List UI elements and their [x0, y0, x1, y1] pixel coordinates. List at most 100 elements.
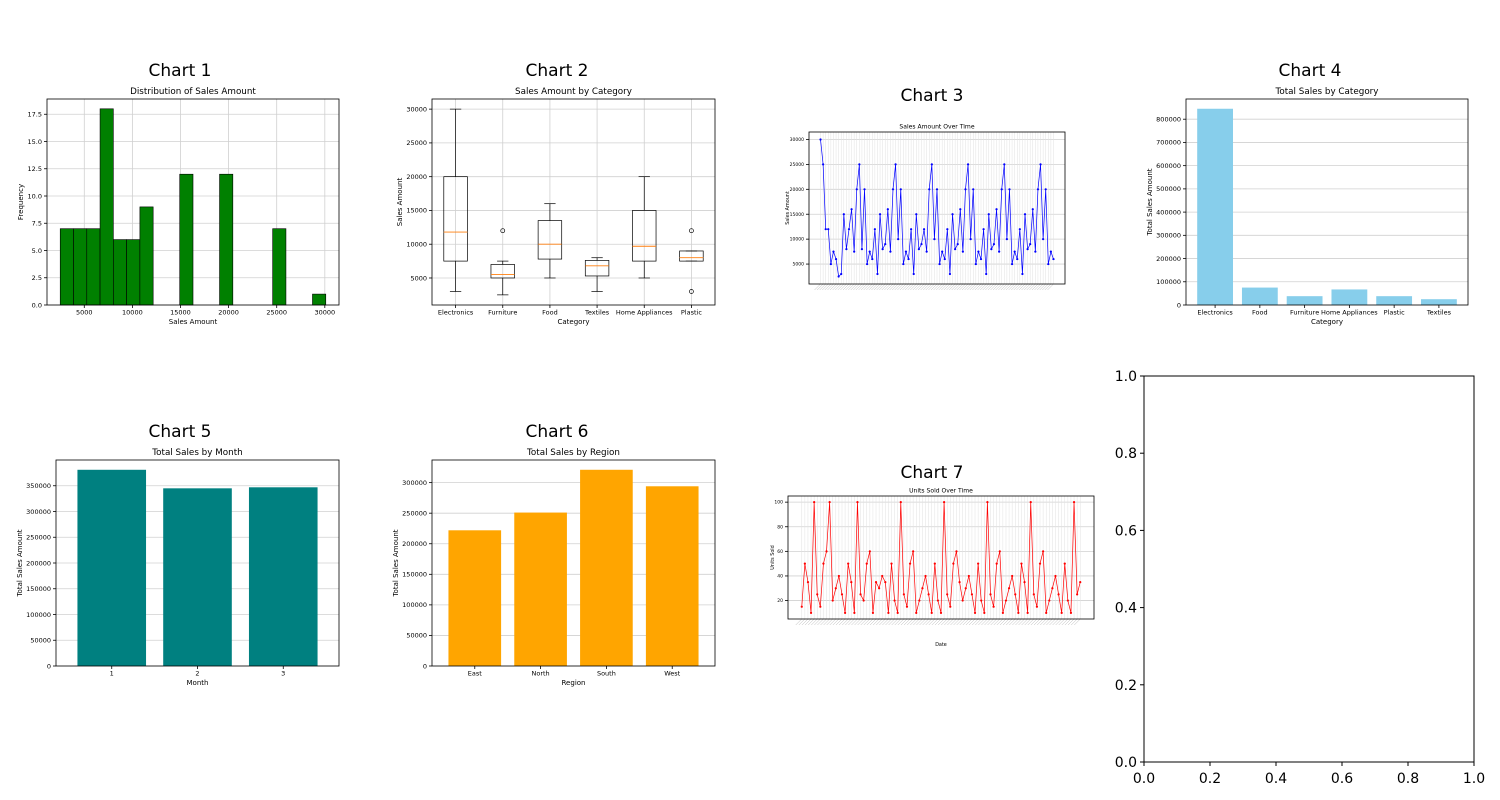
data-point — [1007, 587, 1011, 590]
data-point — [856, 501, 859, 504]
histogram-bar — [179, 173, 194, 306]
x-tick-label — [920, 283, 927, 291]
data-point — [881, 574, 884, 578]
chart-2-boxplot: 5000 10000 15000 20000 25000 30000 Sales Amoun… — [395, 87, 716, 326]
x-tick-label — [933, 283, 940, 291]
chart-5-bar-chart: 0 50000 100000 150000 200000 250000 300000 3500… — [15, 448, 340, 687]
data-point — [842, 213, 845, 216]
data-point — [918, 599, 921, 602]
data-point — [951, 213, 954, 216]
data-point — [983, 611, 986, 614]
data-point — [974, 262, 977, 266]
chart-2-heading: Chart 2 — [526, 61, 589, 81]
chart-1-histogram: 0.0 2.5 5.0 7.5 10.0 12.5 15.0 17.5 Distribution… — [16, 87, 340, 326]
x-tick-label — [873, 283, 881, 291]
x-tick-label — [1009, 618, 1016, 626]
data-point — [862, 599, 865, 602]
data-point — [989, 593, 992, 596]
data-point — [1076, 593, 1079, 596]
bar — [1421, 299, 1457, 305]
data-point — [819, 605, 822, 608]
data-point — [881, 248, 884, 251]
x-tick-label — [946, 283, 953, 291]
x-tick-label — [941, 283, 948, 291]
x-tick-label — [866, 283, 873, 291]
x-tick-label — [930, 283, 938, 291]
data-point — [884, 243, 887, 246]
x-tick-label: Plastic — [1384, 309, 1405, 317]
data-point — [868, 550, 871, 553]
data-point — [1042, 238, 1045, 241]
bar — [514, 512, 567, 666]
data-point — [847, 228, 851, 231]
x-axis-label: Category — [557, 317, 589, 326]
data-point — [1001, 611, 1004, 614]
data-point — [1026, 248, 1029, 251]
data-point — [1003, 163, 1006, 166]
x-tick-label — [1039, 283, 1046, 291]
box-body — [632, 210, 657, 262]
x-tick-label — [934, 618, 942, 626]
x-tick-label — [894, 618, 901, 626]
x-tick-label — [969, 283, 977, 291]
x-tick-label: West — [664, 670, 680, 678]
data-point — [806, 581, 810, 584]
data-point — [910, 228, 913, 231]
x-tick-label: 20000 — [218, 309, 239, 317]
x-tick-label: 2 — [195, 670, 199, 678]
y-tick-label: 50000 — [406, 632, 427, 640]
data-point — [927, 593, 930, 596]
data-point — [1044, 188, 1047, 191]
x-tick-label — [1029, 283, 1036, 291]
x-tick-label — [928, 618, 935, 626]
data-point — [1032, 593, 1035, 596]
x-tick-label — [1012, 618, 1019, 626]
data-point — [1063, 562, 1066, 565]
x-tick-label — [847, 283, 855, 291]
data-point — [1021, 272, 1024, 276]
data-point — [933, 562, 936, 565]
y-tick-label: 7.5 — [32, 220, 42, 228]
y-tick-label: 60 — [777, 549, 783, 555]
x-tick-label — [965, 618, 973, 626]
bar — [1376, 296, 1413, 305]
data-point — [902, 262, 905, 266]
x-tick-label: Home Appliances — [616, 309, 673, 317]
data-point — [891, 188, 895, 191]
x-tick-label — [872, 618, 880, 626]
x-tick-label — [1074, 618, 1081, 626]
x-tick-label — [961, 283, 969, 291]
x-tick-label: Textiles — [584, 309, 610, 317]
x-tick-label — [835, 283, 842, 291]
histogram-bar — [272, 228, 287, 306]
x-tick-label — [1061, 618, 1069, 626]
x-tick-label — [869, 618, 877, 626]
x-tick-label — [936, 283, 943, 291]
data-point — [822, 562, 825, 565]
data-point — [946, 593, 949, 596]
x-tick-label — [816, 283, 824, 291]
data-point — [831, 599, 834, 602]
x-tick-label — [995, 283, 1002, 291]
x-tick-label — [987, 283, 995, 291]
data-point — [1011, 574, 1014, 578]
x-tick-label — [837, 283, 844, 291]
data-point — [930, 163, 933, 166]
y-tick-label: 50000 — [30, 637, 51, 645]
data-point — [1079, 581, 1082, 584]
x-tick-label — [1036, 283, 1044, 291]
data-point — [969, 238, 972, 241]
x-tick-label — [798, 618, 806, 626]
x-tick-label: 0.8 — [1397, 771, 1419, 787]
plot-frame — [55, 459, 340, 667]
x-tick-label: Food — [1252, 309, 1268, 317]
x-tick-label — [871, 283, 878, 291]
x-tick-label — [801, 618, 809, 626]
x-tick-label — [985, 283, 992, 291]
x-tick-label — [951, 283, 958, 291]
data-point — [1039, 163, 1042, 166]
x-tick-label: 25000 — [266, 309, 287, 317]
x-tick-label — [853, 283, 860, 291]
data-point — [992, 243, 996, 246]
data-point — [972, 188, 975, 191]
